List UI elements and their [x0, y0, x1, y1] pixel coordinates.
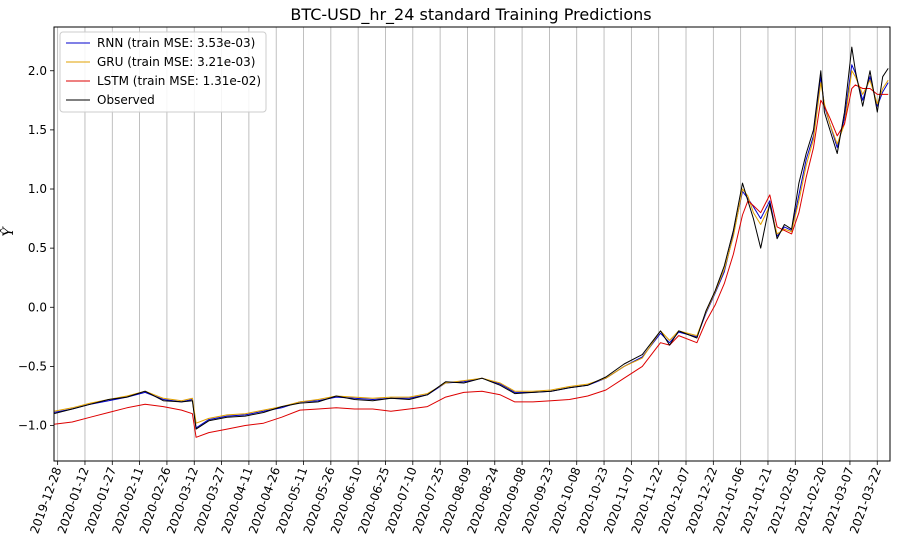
y-tick-label: 0.0	[28, 300, 47, 314]
legend-box	[59, 31, 267, 113]
y-tick-label: 1.0	[28, 182, 47, 196]
y-tick-label: 1.5	[28, 123, 47, 137]
legend-entry: LSTM (train MSE: 1.31e-02)	[97, 74, 261, 88]
y-tick-label: −1.0	[18, 419, 47, 433]
legend-entry: GRU (train MSE: 3.21e-03)	[97, 55, 255, 69]
legend-entry: Observed	[97, 93, 155, 107]
legend: RNN (train MSE: 3.53e-03) GRU (train MSE:…	[59, 31, 267, 113]
legend-entry: RNN (train MSE: 3.53e-03)	[97, 36, 255, 50]
series-group	[53, 46, 889, 438]
plot-frame	[53, 26, 891, 462]
y-tick-label: −0.5	[18, 359, 47, 373]
y-tick-label: 0.5	[28, 241, 47, 255]
chart-title: BTC-USD_hr_24 standard Training Predicti…	[290, 5, 651, 25]
series-line-lstm	[53, 84, 889, 438]
y-tick-label: 2.0	[28, 64, 47, 78]
y-axis: −1.0 −0.5 0.0 0.5 1.0 1.5 2.0	[18, 64, 54, 433]
series-line-gru	[53, 70, 889, 424]
series-line-observed	[53, 46, 889, 430]
y-axis-label: Ŷ	[0, 226, 17, 237]
